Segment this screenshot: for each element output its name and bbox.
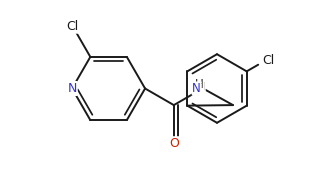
Text: N: N	[192, 82, 201, 95]
Text: N: N	[67, 82, 77, 95]
Text: Cl: Cl	[67, 20, 79, 33]
Text: O: O	[169, 137, 179, 150]
Text: H: H	[195, 78, 204, 91]
Text: Cl: Cl	[262, 54, 274, 67]
Text: H: H	[196, 82, 205, 92]
